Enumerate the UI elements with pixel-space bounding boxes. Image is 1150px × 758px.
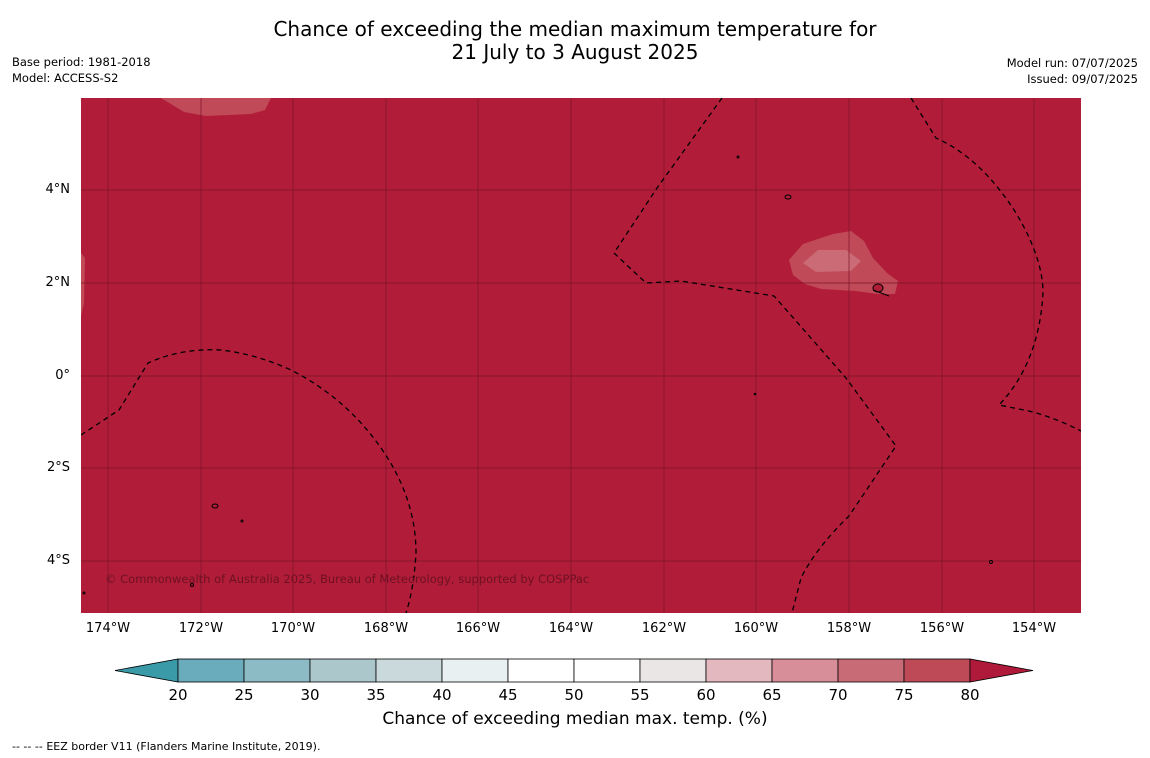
- island-kiritimati-lagoon: [872, 289, 890, 297]
- probability-map: © Commonwealth of Australia 2025, Bureau…: [81, 98, 1081, 613]
- eez-borders: [81, 98, 1081, 613]
- lon-label-156w: 156°W: [919, 621, 965, 636]
- colorbar-tick-label: 25: [234, 686, 253, 704]
- lon-label-154w: 154°W: [1011, 621, 1057, 636]
- lon-label-160w: 160°W: [733, 621, 779, 636]
- colorbar-segment: [903, 658, 971, 683]
- lon-label-170w: 170°W: [270, 621, 316, 636]
- lat-label-0: 0°: [55, 368, 70, 383]
- island-small-2: [190, 583, 194, 587]
- colorbar-segment: [573, 658, 641, 683]
- map-title: Chance of exceeding the median maximum t…: [0, 18, 1150, 64]
- colorbar-tick-label: 60: [696, 686, 715, 704]
- lon-label-174w: 174°W: [85, 621, 131, 636]
- colorbar-extend-high: [969, 658, 1034, 683]
- lon-label-164w: 164°W: [548, 621, 594, 636]
- lat-label-4s: 4°S: [46, 553, 70, 568]
- eez-legend: -- -- -- EEZ border V11 (Flanders Marine…: [12, 740, 320, 753]
- contour-patch-70-east: [803, 250, 861, 272]
- colorbar-tick-label: 20: [168, 686, 187, 704]
- colorbar-segment: [507, 658, 575, 683]
- colorbar-tick-label: 70: [828, 686, 847, 704]
- base-period: Base period: 1981-2018: [12, 55, 151, 69]
- lat-label-4n: 4°N: [45, 182, 71, 197]
- contour-patch-75-west-edge: [81, 253, 85, 316]
- copyright-notice: © Commonwealth of Australia 2025, Bureau…: [105, 572, 589, 586]
- island-small-6: [82, 591, 86, 595]
- island-small-5: [753, 392, 757, 396]
- lon-label-162w: 162°W: [641, 621, 687, 636]
- colorbar: 20 25 30 35 40 45 50 55 60 65 70 75 80: [112, 655, 1042, 711]
- lon-label-166w: 166°W: [455, 621, 501, 636]
- colorbar-tick-label: 55: [630, 686, 649, 704]
- colorbar-tick-label: 45: [498, 686, 517, 704]
- colorbar-segment: [177, 658, 245, 683]
- map-gridlines: [81, 98, 1081, 613]
- lat-label-2n: 2°N: [45, 275, 71, 290]
- colorbar-segment: [441, 658, 509, 683]
- island-small-4: [989, 560, 993, 564]
- colorbar-tick-label: 75: [894, 686, 913, 704]
- eez-border-west: [81, 349, 417, 613]
- island-malden: [211, 503, 219, 509]
- eez-border-central: [613, 98, 897, 613]
- eez-legend-text: EEZ border V11 (Flanders Marine Institut…: [46, 740, 321, 753]
- lon-label-172w: 172°W: [178, 621, 224, 636]
- colorbar-tick-label: 40: [432, 686, 451, 704]
- island-small-1: [736, 155, 740, 159]
- issued-date: Issued: 09/07/2025: [1027, 72, 1138, 86]
- title-line-2: 21 July to 3 August 2025: [451, 40, 699, 64]
- colorbar-segment: [771, 658, 839, 683]
- eez-legend-symbol: -- -- --: [12, 740, 43, 753]
- island-tabuaeran: [784, 194, 792, 200]
- islands: [82, 155, 993, 595]
- colorbar-tick-label: 30: [300, 686, 319, 704]
- colorbar-extend-low: [114, 658, 179, 683]
- island-small-3: [240, 519, 244, 523]
- contour-patch-75-north: [161, 98, 271, 116]
- colorbar-tick-label: 35: [366, 686, 385, 704]
- map-background-fill: [81, 98, 1081, 613]
- metadata-left: Base period: 1981-2018 Model: ACCESS-S2: [12, 54, 151, 86]
- colorbar-tick-label: 80: [960, 686, 979, 704]
- colorbar-tick-label: 50: [564, 686, 583, 704]
- lon-label-168w: 168°W: [363, 621, 409, 636]
- model-name: Model: ACCESS-S2: [12, 71, 119, 85]
- colorbar-segment: [639, 658, 707, 683]
- colorbar-segment: [309, 658, 377, 683]
- colorbar-tick-label: 65: [762, 686, 781, 704]
- colorbar-segment: [243, 658, 311, 683]
- model-run: Model run: 07/07/2025: [1006, 56, 1138, 70]
- colorbar-segment: [837, 658, 905, 683]
- colorbar-segment: [375, 658, 443, 683]
- title-line-1: Chance of exceeding the median maximum t…: [273, 17, 877, 41]
- eez-border-east: [910, 98, 1081, 432]
- lon-label-158w: 158°W: [826, 621, 872, 636]
- lat-label-2s: 2°S: [46, 460, 70, 475]
- colorbar-title: Chance of exceeding median max. temp. (%…: [382, 709, 768, 729]
- colorbar-segment: [705, 658, 773, 683]
- metadata-right: Model run: 07/07/2025 Issued: 09/07/2025: [1007, 55, 1138, 87]
